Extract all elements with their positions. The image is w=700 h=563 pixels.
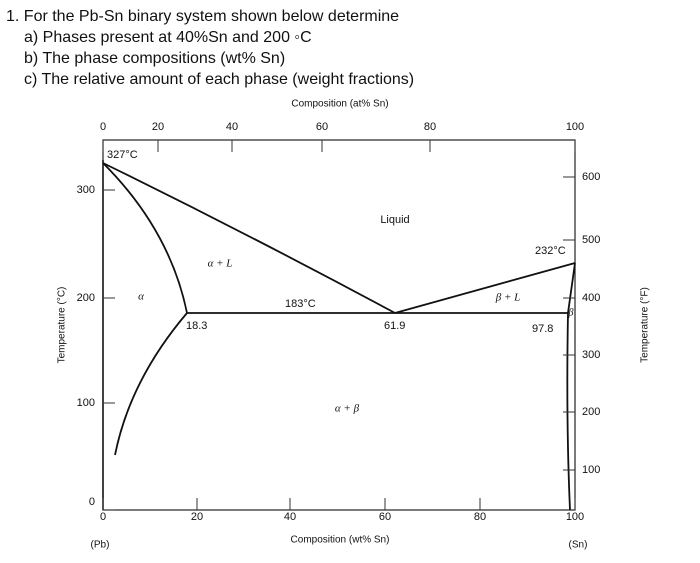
question-line: a) Phases present at 40%Sn and 200 ◦C bbox=[24, 29, 312, 46]
region-label: α bbox=[138, 291, 144, 303]
right-tick-label: 300 bbox=[582, 349, 600, 361]
beta-boundary bbox=[566, 262, 576, 511]
left-tick-label: 200 bbox=[77, 292, 95, 304]
bottom-tick-label: 20 bbox=[191, 511, 203, 523]
solvus-alpha bbox=[114, 312, 188, 456]
end-label: (Pb) bbox=[91, 540, 110, 551]
liquidus-alpha bbox=[102, 162, 396, 314]
bottom-tick-label: 60 bbox=[379, 511, 391, 523]
bottom-tick-label: 100 bbox=[566, 511, 584, 523]
top-axis-title: Composition (at% Sn) bbox=[291, 99, 388, 110]
question-line: c) The relative amount of each phase (we… bbox=[24, 71, 415, 88]
question-line: 1. For the Pb-Sn binary system shown bel… bbox=[6, 8, 400, 25]
plot-frame bbox=[102, 139, 576, 511]
bottom-axis-title: Composition (wt% Sn) bbox=[291, 535, 390, 546]
region-label: α + β bbox=[335, 403, 360, 415]
right-axis-title: Temperature (°F) bbox=[640, 287, 651, 363]
right-tick-label: 400 bbox=[582, 292, 600, 304]
right-tick-label: 500 bbox=[582, 234, 600, 246]
bottom-tick-label: 0 bbox=[100, 511, 106, 523]
annotation: 61.9 bbox=[384, 320, 405, 332]
region-label: β bbox=[568, 307, 574, 318]
region-label: Liquid bbox=[380, 214, 409, 226]
top-tick-label: 40 bbox=[226, 121, 238, 133]
top-tick-label: 20 bbox=[152, 121, 164, 133]
bottom-tick-label: 80 bbox=[474, 511, 486, 523]
annotation: 327°C bbox=[107, 149, 138, 161]
left-tick-label: 0 bbox=[89, 496, 95, 508]
annotation: 97.8 bbox=[532, 323, 553, 335]
left-tick-label: 100 bbox=[77, 397, 95, 409]
annotation: 232°C bbox=[535, 245, 566, 257]
annotation: 183°C bbox=[285, 298, 316, 310]
right-tick-label: 600 bbox=[582, 171, 600, 183]
right-tick-label: 100 bbox=[582, 464, 600, 476]
region-label: α + L bbox=[208, 258, 233, 270]
bottom-tick-label: 40 bbox=[284, 511, 296, 523]
left-tick-label: 300 bbox=[77, 184, 95, 196]
top-tick-label: 80 bbox=[424, 121, 436, 133]
top-tick-label: 0 bbox=[100, 121, 106, 133]
left-axis-title: Temperature (°C) bbox=[57, 287, 68, 364]
annotation: 18.3 bbox=[186, 320, 207, 332]
tick-marks bbox=[102, 140, 576, 511]
right-tick-label: 200 bbox=[582, 406, 600, 418]
top-tick-label: 60 bbox=[316, 121, 328, 133]
end-label: (Sn) bbox=[569, 540, 588, 551]
liquidus-beta bbox=[394, 262, 576, 314]
region-label: β + L bbox=[495, 292, 521, 304]
top-tick-label: 100 bbox=[566, 121, 584, 133]
solidus-alpha bbox=[102, 162, 188, 314]
question-line: b) The phase compositions (wt% Sn) bbox=[24, 50, 286, 67]
